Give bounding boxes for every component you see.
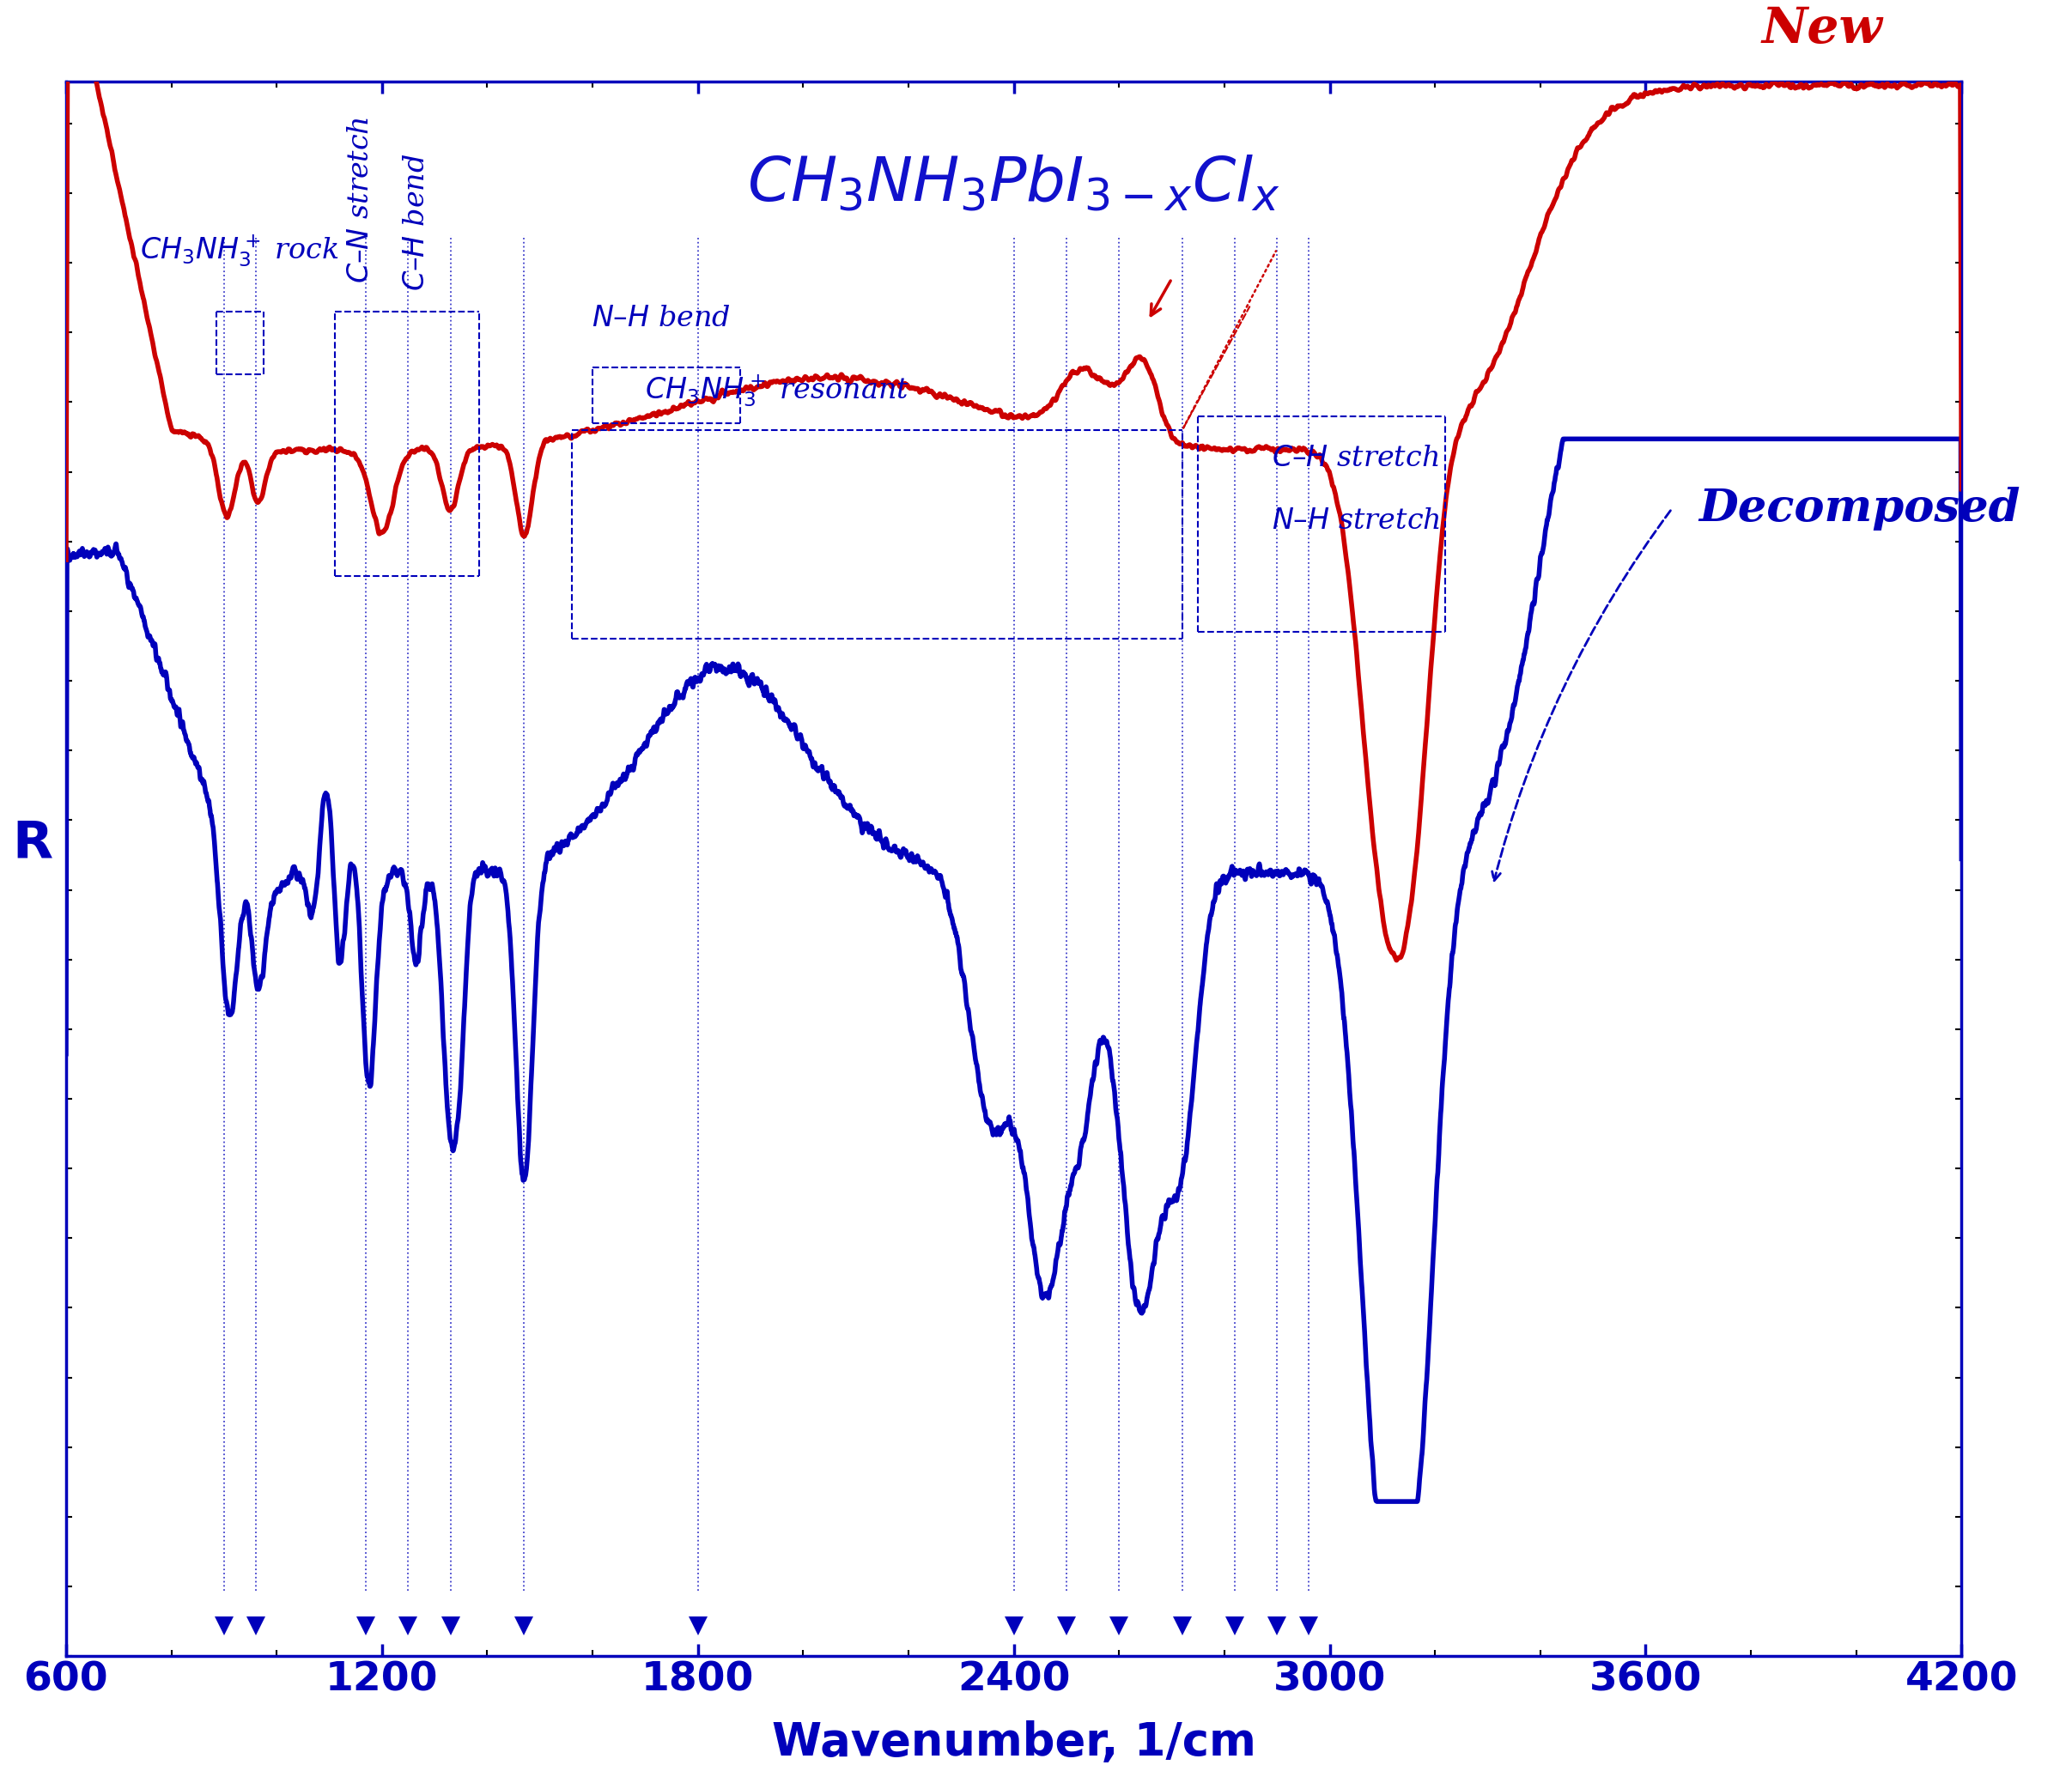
Text: $N$–$H$ stretch: $N$–$H$ stretch (1272, 506, 1440, 535)
Y-axis label: R: R (12, 817, 52, 869)
Text: Decomposed: Decomposed (1699, 487, 2020, 531)
Text: $C$–$H$ stretch: $C$–$H$ stretch (1272, 444, 1438, 473)
Text: $CH_3NH_3^+$ rock: $CH_3NH_3^+$ rock (141, 233, 340, 270)
Text: New: New (1761, 5, 1881, 53)
Text: $CH_3NH_3^+$ resonant: $CH_3NH_3^+$ resonant (644, 373, 910, 409)
Text: $C$–$N$ stretch: $C$–$N$ stretch (348, 117, 375, 284)
Text: $N$–$H$ bend: $N$–$H$ bend (591, 306, 731, 332)
X-axis label: Wavenumber, 1/cm: Wavenumber, 1/cm (771, 1720, 1256, 1765)
Text: $\mathit{CH_3NH_3PbI_{3-x}Cl_x}$: $\mathit{CH_3NH_3PbI_{3-x}Cl_x}$ (748, 153, 1280, 213)
Text: $C$–$H$ bend: $C$–$H$ bend (402, 153, 429, 291)
